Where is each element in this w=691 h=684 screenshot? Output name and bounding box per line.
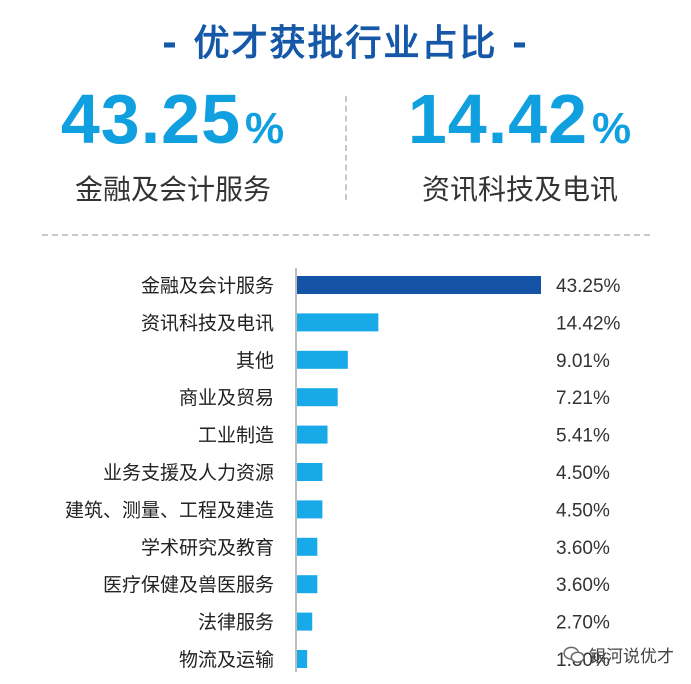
category-label: 金融及会计服务 — [141, 275, 274, 297]
bar — [297, 313, 379, 332]
bar — [297, 463, 323, 481]
category-label: 资讯科技及电讯 — [141, 312, 274, 334]
category-label: 建筑、测量、工程及建造 — [65, 499, 274, 521]
bar — [297, 350, 348, 369]
watermark: 银河说优才 — [563, 642, 674, 667]
highlight-value: 43.25% — [28, 84, 318, 154]
bar-group: 金融及会计服务 43.25% 资讯科技及电讯 14.42% 其他 9.01% 商业及贸易 7.… — [65, 275, 621, 671]
bar — [297, 388, 338, 407]
value-label: 3.60% — [556, 575, 610, 596]
horizontal-divider — [42, 234, 650, 236]
page-title: - 优才获批行业占比 - — [162, 23, 529, 64]
value-label: 2.70% — [556, 613, 610, 634]
category-label: 工业制造 — [198, 425, 274, 447]
value-label: 43.25% — [556, 276, 621, 297]
highlight-number: 14.42 — [407, 80, 589, 158]
highlight-value: 14.42% — [370, 84, 670, 154]
highlight-unit: % — [592, 104, 633, 153]
bar — [297, 425, 328, 444]
category-label: 学术研究及教育 — [141, 537, 274, 559]
bar — [297, 575, 318, 594]
value-label: 7.21% — [556, 388, 610, 409]
value-label: 1.80% — [556, 650, 610, 671]
highlight-label: 金融及会计服务 — [74, 173, 271, 206]
watermark-text: 银河说优才 — [589, 647, 674, 667]
highlight-label: 资讯科技及电讯 — [421, 173, 618, 206]
category-label: 法律服务 — [198, 612, 274, 634]
bar — [297, 650, 308, 668]
category-label: 其他 — [236, 350, 274, 372]
value-label: 9.01% — [556, 351, 610, 372]
value-label: 4.50% — [556, 500, 610, 521]
value-label: 5.41% — [556, 426, 610, 447]
vertical-divider — [345, 96, 347, 200]
bar — [297, 276, 541, 294]
category-label: 医疗保健及兽医服务 — [103, 574, 274, 596]
bar — [297, 537, 318, 556]
value-label: 14.42% — [556, 313, 621, 334]
value-label: 4.50% — [556, 463, 610, 484]
bar — [297, 612, 313, 631]
highlight-unit: % — [245, 104, 286, 153]
highlight-stat-finance: 43.25% 金融及会计服务 — [28, 84, 318, 208]
highlight-number: 43.25 — [60, 80, 242, 158]
bar — [297, 500, 323, 519]
value-label: 3.60% — [556, 538, 610, 559]
highlight-stat-it: 14.42% 资讯科技及电讯 — [370, 84, 670, 208]
category-label: 物流及运输 — [179, 649, 274, 671]
category-label: 业务支援及人力资源 — [103, 462, 274, 484]
category-label: 商业及贸易 — [179, 387, 274, 409]
chat-bubble-icon — [563, 646, 585, 663]
